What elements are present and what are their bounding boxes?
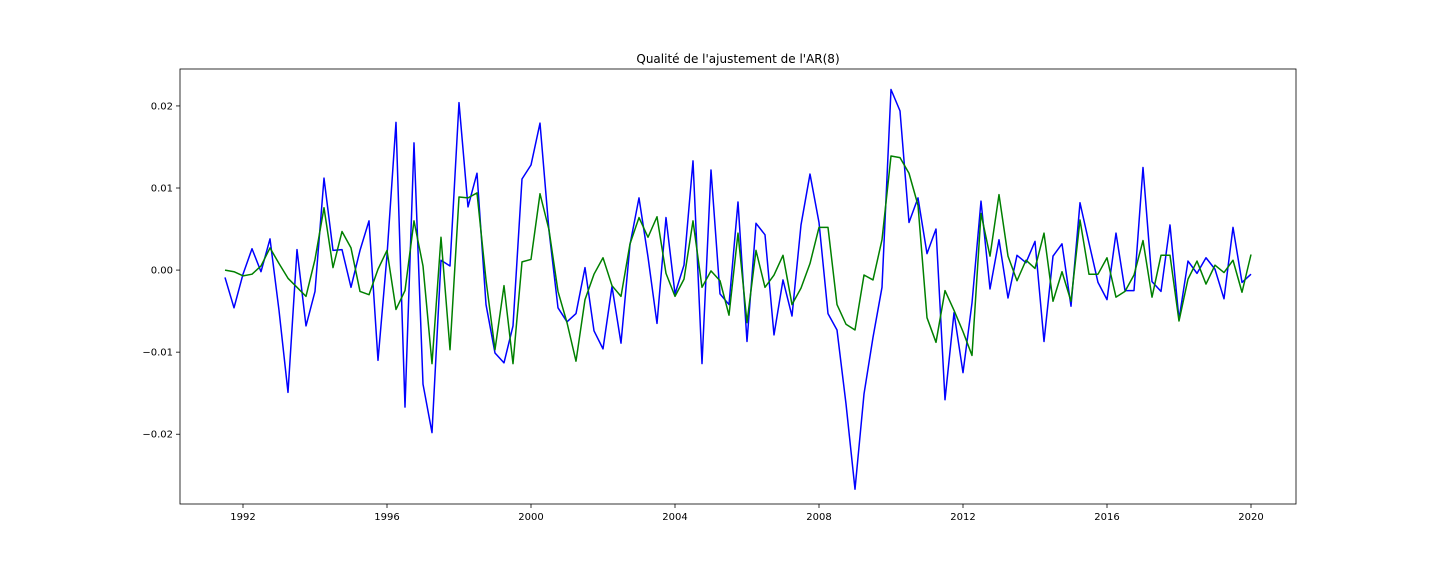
- x-tick-label: 2012: [950, 512, 975, 523]
- x-tick-label: 1992: [230, 512, 255, 523]
- series-line-2: [224, 155, 1252, 365]
- y-tick-label: 0.00: [151, 266, 173, 277]
- y-tick-label: 0.02: [151, 101, 173, 112]
- y-tick-label: −0.01: [142, 348, 173, 359]
- series-line-1: [224, 88, 1252, 490]
- x-tick-label: 2020: [1238, 512, 1263, 523]
- y-tick-label: 0.01: [151, 184, 173, 195]
- plot-frame: [179, 68, 1297, 505]
- y-tick-label: −0.02: [142, 430, 173, 441]
- x-tick-label: 2004: [662, 512, 687, 523]
- x-tick-label: 2000: [518, 512, 543, 523]
- chart-title: Qualité de l'ajustement de l'AR(8): [636, 52, 839, 66]
- x-tick-label: 2008: [806, 512, 831, 523]
- x-tick-label: 2016: [1094, 512, 1119, 523]
- x-tick-label: 1996: [374, 512, 399, 523]
- plot-area: 1992 1996 2000 2004 2008 2012 2016 2020 0.02 0.01…: [142, 68, 1297, 523]
